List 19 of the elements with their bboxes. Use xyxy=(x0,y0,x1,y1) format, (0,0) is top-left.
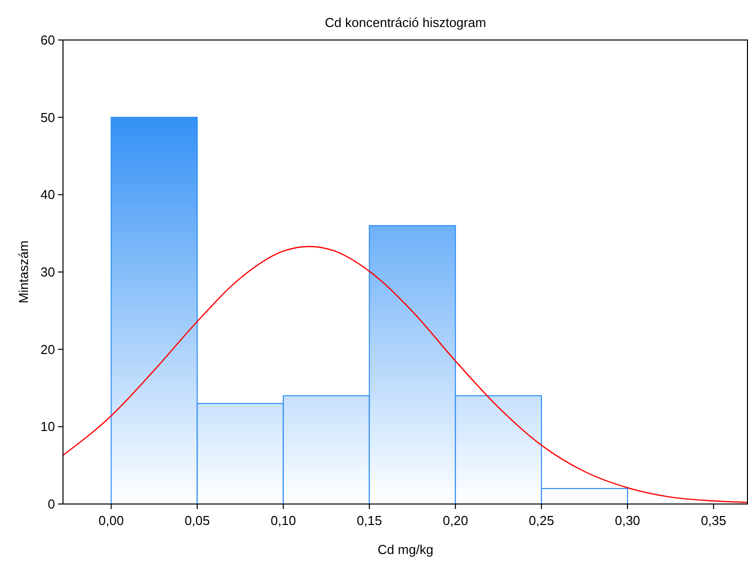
x-tick-label: 0,15 xyxy=(356,513,382,528)
x-tick-label: 0,00 xyxy=(98,513,124,528)
x-tick-label: 0,35 xyxy=(700,513,726,528)
x-tick-label: 0,25 xyxy=(528,513,554,528)
y-tick-label: 50 xyxy=(40,110,55,125)
x-axis-title: Cd mg/kg xyxy=(378,542,434,557)
x-tick-label: 0,20 xyxy=(442,513,468,528)
x-tick-label: 0,30 xyxy=(614,513,640,528)
line-series xyxy=(63,246,748,504)
x-tick-label: 0,10 xyxy=(270,513,296,528)
y-tick-label: 0 xyxy=(48,496,55,512)
y-axis-title: Mintaszám xyxy=(16,240,31,304)
y-tick-label: 20 xyxy=(40,342,55,357)
y-tick-label: 30 xyxy=(40,264,55,280)
chart-title: Cd koncentráció hisztogram xyxy=(324,15,486,30)
y-tick-label: 40 xyxy=(40,187,55,202)
y-tick-label: 60 xyxy=(40,32,55,48)
x-tick-label: 0,05 xyxy=(184,513,210,528)
y-tick-label: 10 xyxy=(40,419,55,434)
